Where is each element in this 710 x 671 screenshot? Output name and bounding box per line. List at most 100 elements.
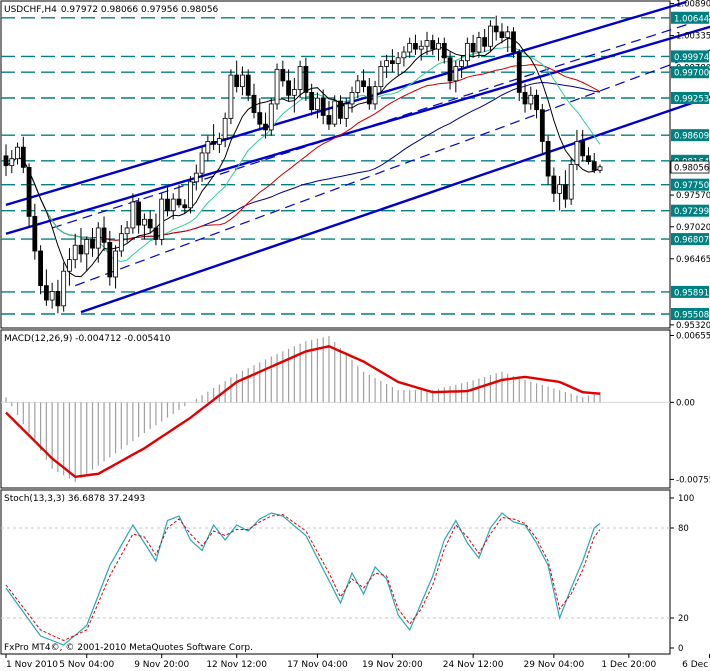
price-bar [424,31,430,55]
bar-body [464,42,470,62]
price-bar [43,269,49,306]
price-bar [15,142,20,165]
stoch-main-line [5,512,601,646]
bar-body [326,115,332,125]
bar-body [430,40,436,50]
bar-body [95,227,101,249]
bar-body [591,161,597,171]
price-bar [153,213,159,246]
bar-body [580,141,586,157]
price-bar [72,233,78,269]
macd-histogram [1,336,670,482]
price-bar [274,63,280,110]
bar-body [3,155,9,167]
price-bar [470,34,476,58]
level-label: 0.99700 [674,69,709,79]
bar-body [476,37,482,53]
bar-body [32,216,38,252]
time-tick-label: 17 Nov 04:00 [287,660,348,670]
bar-body [26,166,32,217]
level-label-box [671,233,709,246]
price-tick-label: 0.97020 [676,223,710,233]
horizontal-levels [1,17,670,315]
bar-body [395,57,401,64]
macd-panel [0,329,671,489]
bar-body [38,250,44,287]
level-label: 0.98609 [674,132,709,142]
bar-body [136,201,142,226]
bar-body [101,227,107,243]
bar-body [257,112,263,125]
time-tick-label: 6 Dec 12:00 [682,660,710,670]
price-bar [211,124,217,151]
level-label-box [671,204,709,217]
time-tick-label: 9 Nov 20:00 [134,660,189,670]
price-bar [251,83,257,119]
price-axis: 1.008901.003350.997800.975700.970200.964… [670,0,710,331]
price-bar [257,98,263,130]
price-bar [499,23,505,44]
bar-body [124,227,130,235]
price-bar [505,26,511,53]
price-bar [568,158,574,205]
price-bar [188,176,193,214]
price-bar [586,147,591,165]
price-bar [522,83,528,113]
price-bar [343,98,349,128]
symbol-label: USDCHF,H4 [4,5,57,15]
current-price-label: 0.98056 [674,164,709,174]
level-label-box [671,308,709,321]
price-bar [372,80,378,110]
price-bar [118,225,124,257]
bar-body [516,51,522,93]
bar-body [539,109,545,142]
price-bar [539,103,545,153]
price-bar [436,37,441,61]
time-tick-label: 29 Nov 04:00 [524,660,585,670]
bar-body [90,239,95,249]
price-bar [205,135,211,162]
price-bar [591,152,597,174]
price-bar [90,227,95,257]
bar-body [488,25,493,47]
bar-body [165,198,170,212]
bar-body [245,74,251,96]
price-bar [216,132,222,153]
price-tick-label: 1.00335 [676,32,710,42]
price-bar [95,222,101,263]
channel-line [80,95,710,314]
stoch-tick-label: 0 [678,644,683,654]
price-bar [332,95,338,128]
bar-body [441,42,447,59]
bar-body [113,250,118,278]
level-label-box [671,129,709,142]
bar-body [574,141,580,165]
level-label: 0.99974 [674,53,709,63]
bar-body [78,244,84,255]
bar-body [159,198,165,240]
price-bar [511,27,516,58]
price-bar [303,57,309,102]
bar-body [511,31,516,53]
level-label: 0.97299 [674,207,709,217]
price-bar [280,60,286,87]
price-bar [309,83,315,116]
bar-body [447,57,453,82]
macd-signal-line [5,345,601,479]
price-bar [61,262,67,312]
price-bar [84,236,90,272]
bar-body [366,86,372,105]
price-bar [580,129,586,162]
bar-body [418,45,424,50]
price-bar [349,86,355,113]
level-label: 0.95891 [674,288,709,298]
price-bar [326,101,332,130]
bar-body [355,80,361,93]
bar-body [182,204,188,209]
stochastic-axis: 100 80 20 0 [670,494,694,654]
bar-body [303,66,309,93]
price-bar [395,52,401,76]
price-bar [389,49,395,73]
price-bar [107,230,113,286]
